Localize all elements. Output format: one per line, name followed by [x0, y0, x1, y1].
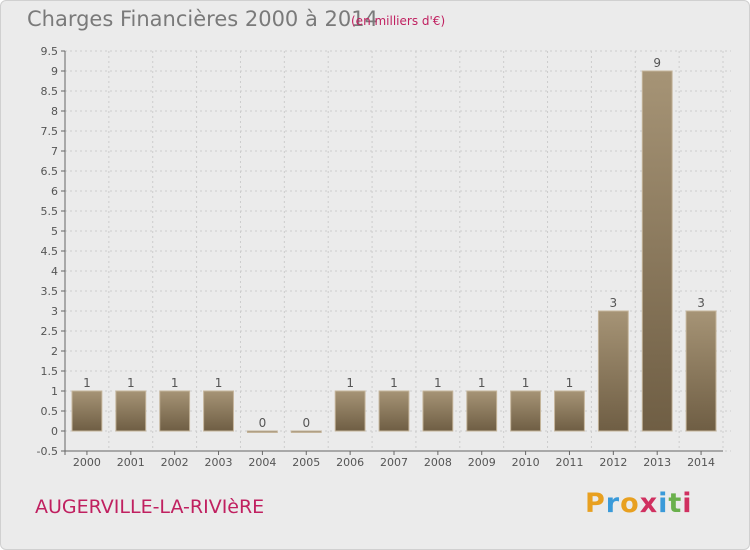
- y-tick-label: 1.5: [41, 365, 59, 378]
- bar: [203, 390, 234, 432]
- bar: [597, 310, 629, 432]
- y-tick-label: 2: [51, 345, 58, 358]
- bar-value-label: 1: [566, 376, 574, 390]
- x-tick-label: 2000: [73, 456, 101, 469]
- x-tick-label: 2008: [424, 456, 452, 469]
- y-tick-label: 1: [51, 385, 58, 398]
- bar-value-label: 3: [610, 296, 618, 310]
- y-tick-label: 6.5: [41, 165, 59, 178]
- x-tick-label: 2011: [555, 456, 583, 469]
- bar: [246, 430, 278, 433]
- y-tick-label: 0.5: [41, 405, 59, 418]
- y-tick-label: 3.5: [41, 285, 59, 298]
- y-tick-label: 8: [51, 105, 58, 118]
- x-tick-label: 2001: [117, 456, 145, 469]
- bar-value-label: 1: [346, 376, 354, 390]
- y-tick-label: 7.5: [41, 125, 59, 138]
- bar-value-label: 3: [697, 296, 705, 310]
- y-tick-label: 7: [51, 145, 58, 158]
- logo-letter: i: [658, 488, 669, 519]
- bar-value-label: 1: [522, 376, 530, 390]
- bar-value-label: 1: [434, 376, 442, 390]
- bar: [641, 70, 673, 432]
- bar: [71, 390, 103, 432]
- x-tick-label: 2014: [687, 456, 715, 469]
- y-tick-label: 2.5: [41, 325, 59, 338]
- bar-value-label: 0: [302, 416, 310, 430]
- x-tick-label: 2004: [248, 456, 276, 469]
- bar: [510, 390, 542, 432]
- location-name: AUGERVILLE-LA-RIVIèRE: [35, 496, 265, 518]
- y-tick-label: 9: [51, 65, 58, 78]
- bar-value-label: 1: [83, 376, 91, 390]
- y-tick-label: 5: [51, 225, 58, 238]
- logo-letter: i: [682, 488, 693, 519]
- bar: [554, 390, 585, 432]
- y-tick-label: 4.5: [41, 245, 59, 258]
- bar-value-label: 1: [215, 376, 223, 390]
- chart-unit-note: (en milliers d'€): [351, 14, 446, 28]
- logo-letter: P: [585, 488, 606, 519]
- bar: [378, 390, 410, 432]
- y-tick-label: 8.5: [41, 85, 59, 98]
- x-tick-label: 2003: [205, 456, 233, 469]
- y-tick-label: 6: [51, 185, 58, 198]
- bar: [334, 390, 366, 432]
- x-tick-label: 2013: [643, 456, 671, 469]
- y-tick-label: -0.5: [37, 445, 58, 458]
- bar: [290, 430, 322, 433]
- chart-title: Charges Financières 2000 à 2014: [27, 7, 378, 31]
- proxiti-logo: Proxiti: [585, 488, 693, 519]
- bar: [115, 390, 147, 432]
- bar: [159, 390, 191, 432]
- x-tick-label: 2005: [292, 456, 320, 469]
- x-tick-label: 2010: [512, 456, 540, 469]
- y-tick-label: 9.5: [41, 45, 59, 58]
- logo-letter: t: [668, 488, 683, 519]
- bar-value-label: 9: [653, 56, 661, 70]
- x-tick-label: 2002: [161, 456, 189, 469]
- logo-letter: r: [605, 488, 621, 519]
- bar: [685, 310, 717, 432]
- y-tick-label: 5.5: [41, 205, 59, 218]
- bar-value-label: 1: [390, 376, 398, 390]
- bar-value-label: 1: [127, 376, 135, 390]
- bar-value-label: 0: [259, 416, 267, 430]
- y-tick-label: 3: [51, 305, 58, 318]
- bar-value-label: 1: [171, 376, 179, 390]
- x-tick-label: 2006: [336, 456, 364, 469]
- y-tick-label: 0: [51, 425, 58, 438]
- logo-letter: o: [620, 488, 640, 519]
- y-tick-label: 4: [51, 265, 58, 278]
- x-tick-label: 2009: [468, 456, 496, 469]
- bar: [422, 390, 454, 432]
- bar: [466, 390, 498, 432]
- x-tick-label: 2012: [599, 456, 627, 469]
- logo-letter: x: [639, 488, 659, 519]
- bar-value-label: 1: [478, 376, 486, 390]
- x-tick-label: 2007: [380, 456, 408, 469]
